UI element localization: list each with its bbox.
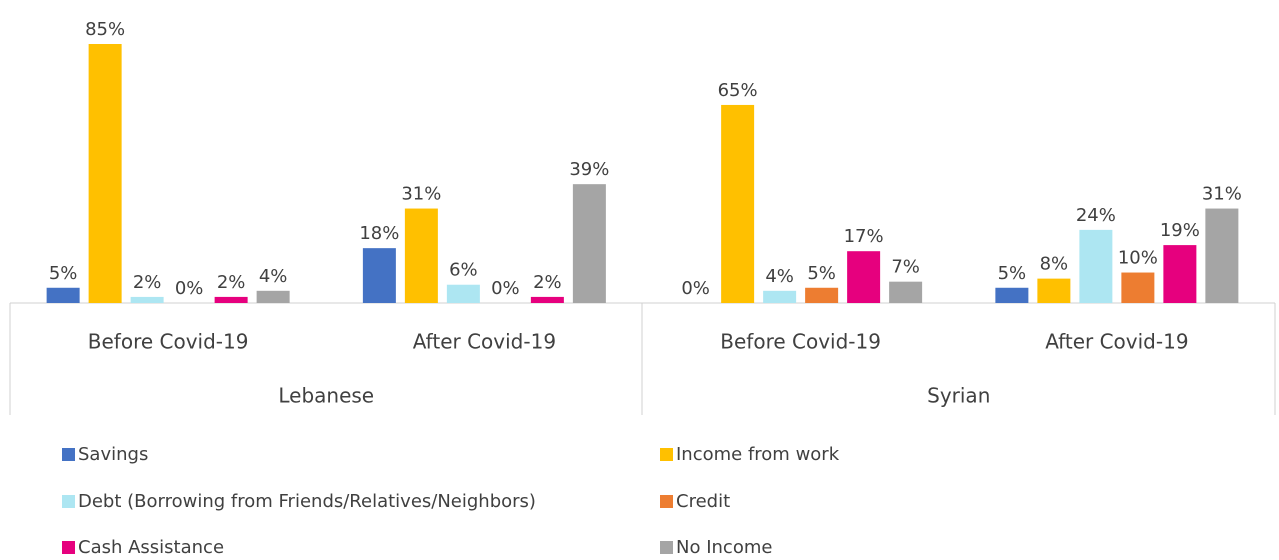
data-label: 19% [1160, 220, 1200, 241]
data-label: 4% [765, 266, 794, 287]
bar [847, 251, 881, 303]
bar [446, 284, 480, 303]
bar [1205, 208, 1239, 303]
legend-label: Cash Assistance [78, 537, 224, 558]
x-tick-label: After Covid-19 [413, 330, 556, 354]
data-label: 5% [998, 263, 1027, 284]
data-label: 5% [49, 263, 78, 284]
bar [130, 296, 164, 303]
legend-swatch [660, 448, 673, 461]
bar [1163, 245, 1197, 303]
bar [1079, 229, 1113, 303]
bar [404, 208, 438, 303]
x-tick-label: Before Covid-19 [88, 330, 249, 354]
data-label: 24% [1076, 205, 1116, 226]
bar [763, 290, 797, 303]
legend-swatch [62, 448, 75, 461]
bar [572, 184, 606, 303]
legend-label: Credit [676, 491, 730, 512]
legend-label: Income from work [676, 444, 840, 465]
bar [362, 248, 396, 303]
data-label: 6% [449, 260, 478, 281]
x-tick-label: Before Covid-19 [720, 330, 881, 354]
data-label: 18% [359, 223, 399, 244]
bar [721, 104, 755, 303]
data-label: 5% [807, 263, 836, 284]
bar [46, 287, 80, 303]
legend-swatch [62, 541, 75, 554]
bar [1121, 272, 1155, 303]
data-label: 0% [175, 278, 204, 299]
data-label: 39% [569, 159, 609, 180]
bar [995, 287, 1029, 303]
data-label: 17% [844, 226, 884, 247]
data-label: 65% [718, 80, 758, 101]
group-label: Lebanese [278, 384, 374, 408]
data-label: 2% [133, 272, 162, 293]
data-label: 2% [533, 272, 562, 293]
legend-label: Savings [78, 444, 148, 465]
bar [214, 296, 248, 303]
legend-label: Debt (Borrowing from Friends/Relatives/N… [78, 491, 536, 512]
data-label: 2% [217, 272, 246, 293]
data-label: 10% [1118, 248, 1158, 269]
data-label: 31% [1202, 184, 1242, 205]
bar [530, 296, 564, 303]
data-label: 31% [401, 184, 441, 205]
legend-swatch [660, 541, 673, 554]
data-label: 0% [491, 278, 520, 299]
bar [256, 290, 290, 303]
bar [805, 287, 839, 303]
x-tick-label: After Covid-19 [1045, 330, 1188, 354]
bar [1037, 278, 1071, 303]
group-label: Syrian [927, 384, 990, 408]
legend-swatch [660, 495, 673, 508]
bar [889, 281, 923, 303]
data-label: 7% [891, 257, 920, 278]
data-label: 0% [681, 278, 710, 299]
data-label: 4% [259, 266, 288, 287]
data-label: 85% [85, 19, 125, 40]
legend-label: No Income [676, 537, 772, 558]
legend-swatch [62, 495, 75, 508]
bar [88, 44, 122, 303]
data-label: 8% [1040, 254, 1069, 275]
